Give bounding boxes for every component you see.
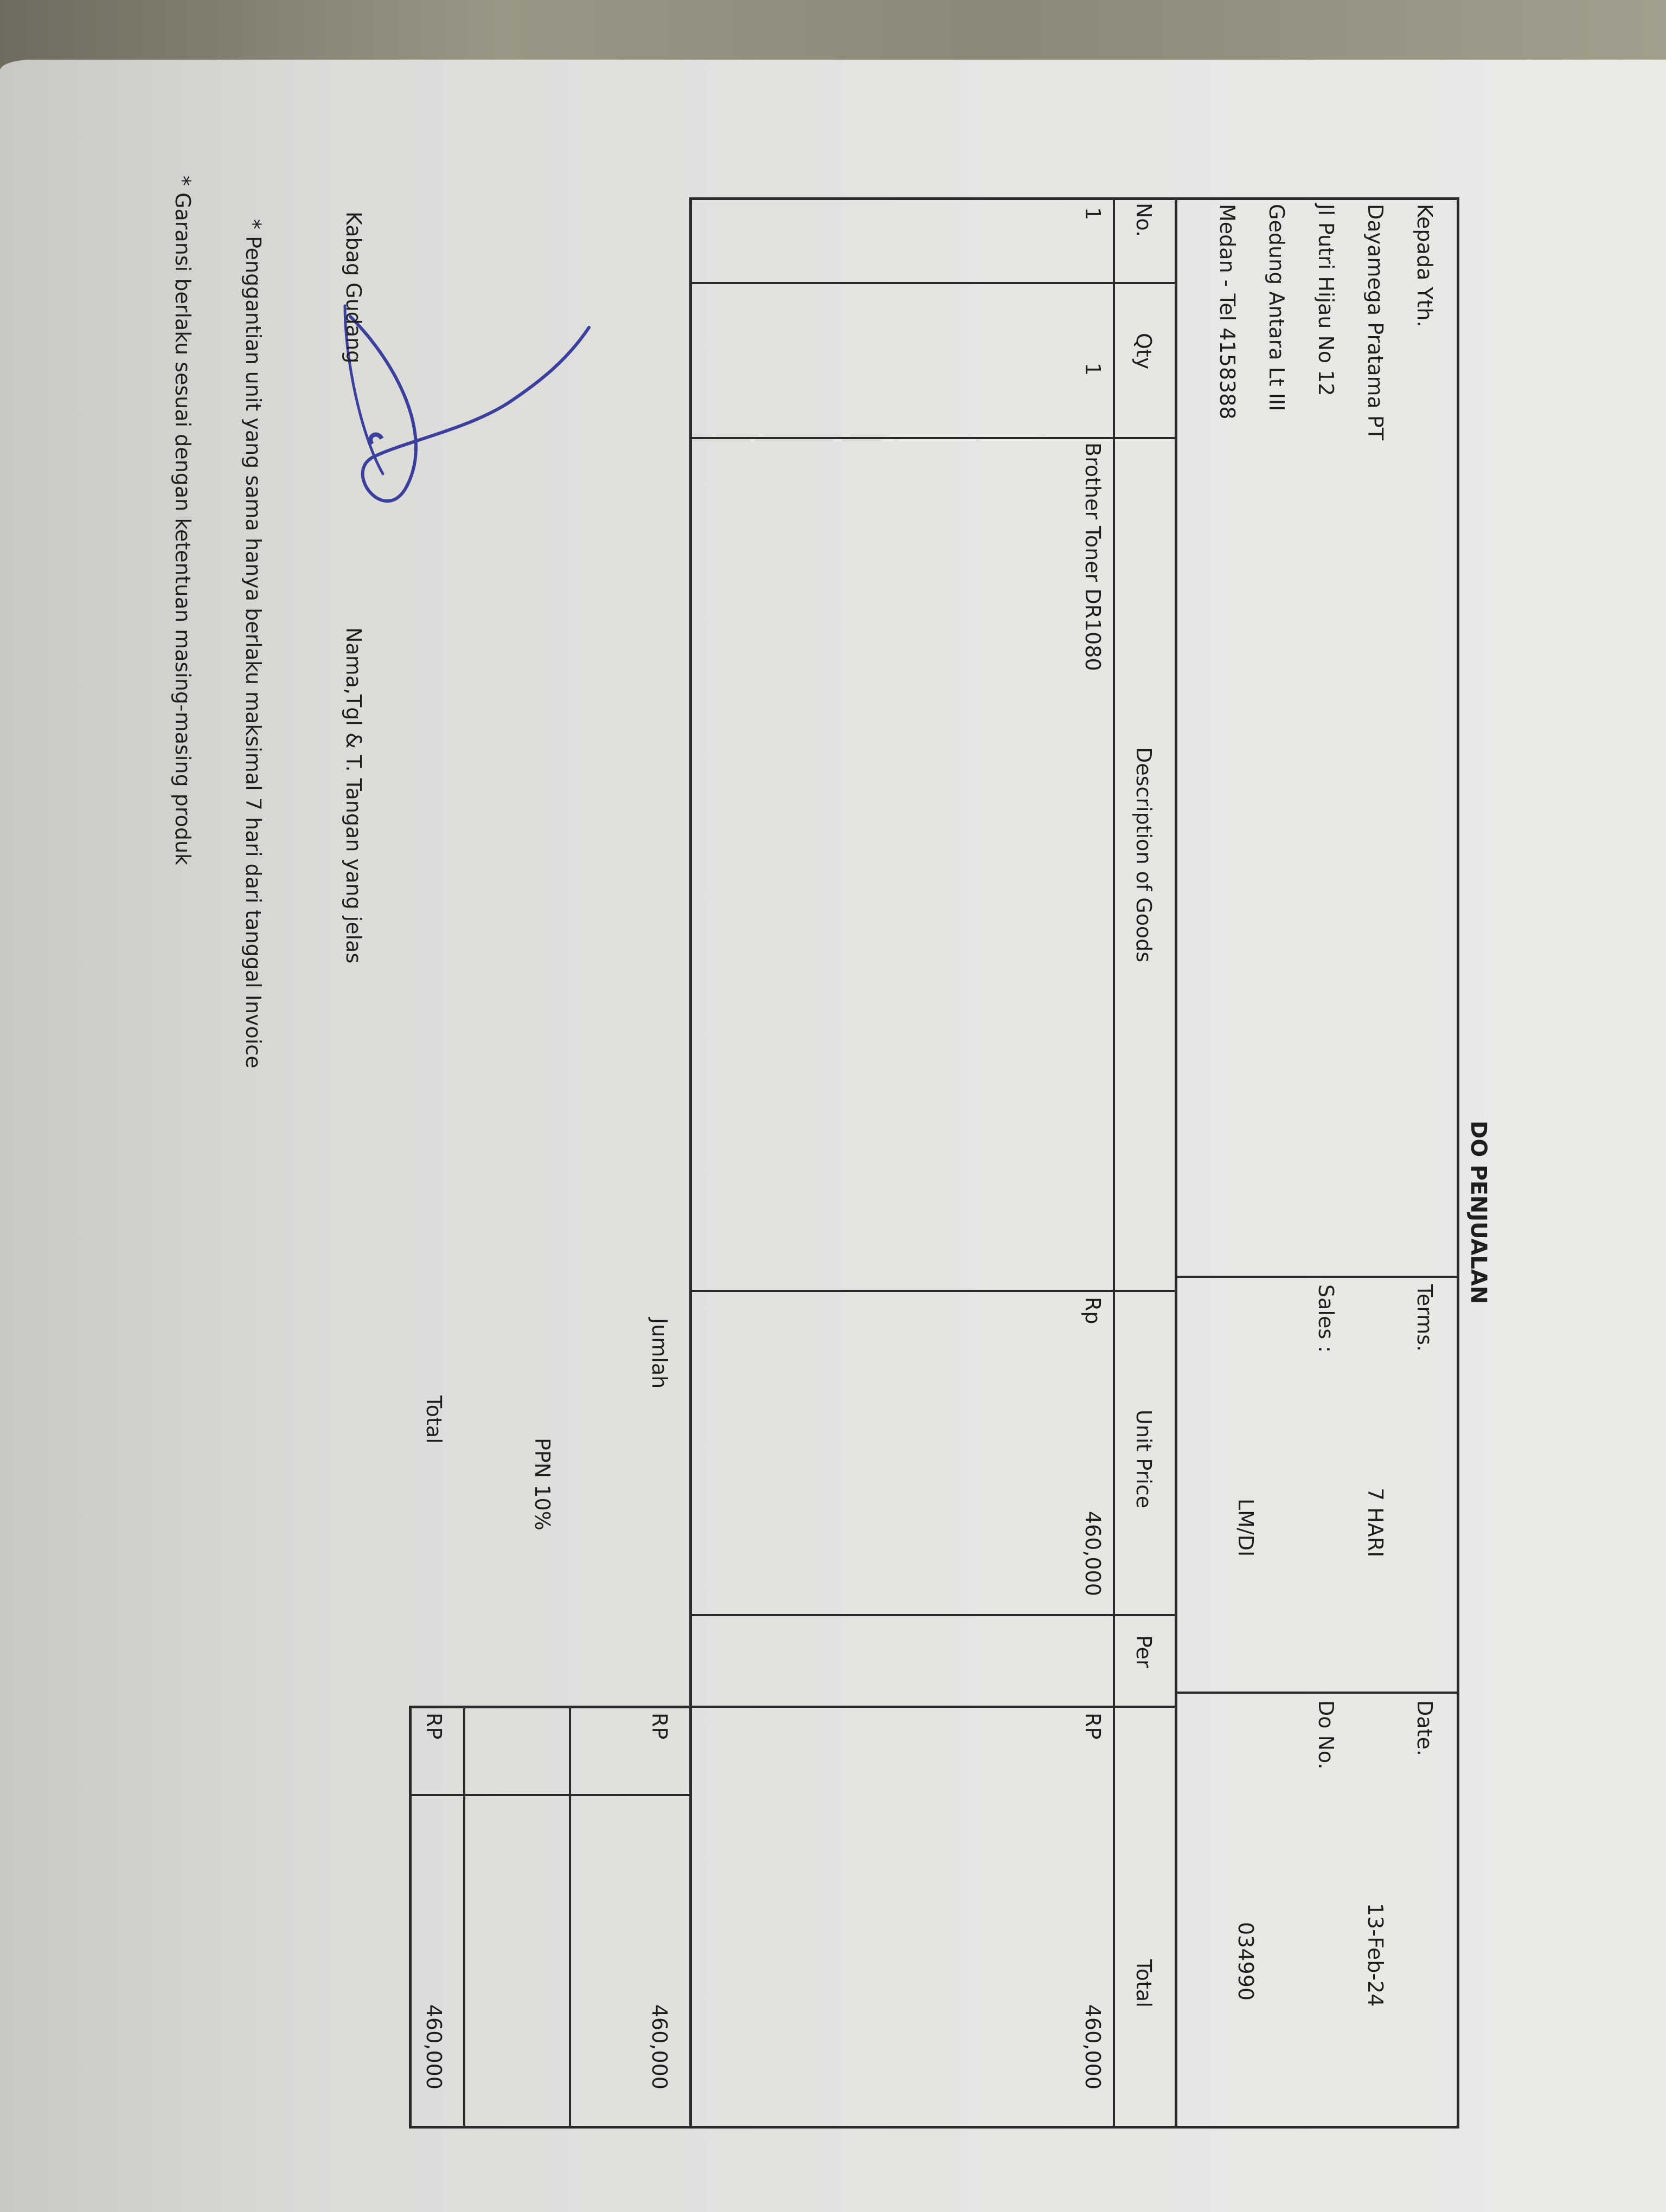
column-divider xyxy=(689,1290,1177,1292)
column-divider xyxy=(689,282,1177,284)
paper-sheet xyxy=(0,60,1666,2212)
header-no: No. xyxy=(1132,203,1156,237)
delivery-order-document: DO PENJUALAN Kepada Yth. Dayamega Pratam… xyxy=(139,176,1495,2129)
recipient-line: Gedung Antara Lt III xyxy=(1265,204,1289,411)
header-row-divider xyxy=(1113,197,1115,2129)
header-description: Description of Goods xyxy=(1132,747,1156,963)
terms-label: Terms. xyxy=(1413,1284,1437,1352)
recipient-line: Dayamega Pratama PT xyxy=(1363,204,1387,441)
summary-divider xyxy=(463,1706,465,2129)
note-replacement: * Penggantian unit yang sama hanya berla… xyxy=(241,219,265,1069)
ppn-label: PPN 10% xyxy=(530,1438,554,1531)
handwritten-signature xyxy=(343,304,591,503)
total-label: Total xyxy=(422,1396,446,1444)
summary-divider xyxy=(409,1794,692,1796)
row-total-currency: RP xyxy=(1081,1713,1105,1740)
row-description: Brother Toner DR1080 xyxy=(1081,442,1105,671)
do-no-value: 034990 xyxy=(1234,1922,1258,2001)
recipient-line: Jl Putri Hijau No 12 xyxy=(1314,204,1338,396)
total-value: 460,000 xyxy=(422,2004,446,2089)
row-no: 1 xyxy=(1081,207,1105,221)
terms-value: 7 HARI xyxy=(1363,1488,1387,1558)
document-title: DO PENJUALAN xyxy=(1466,1121,1491,1304)
recipient-line: Medan - Tel 4158388 xyxy=(1215,204,1239,420)
row-total: 460,000 xyxy=(1081,2004,1105,2089)
divider xyxy=(1175,1692,1459,1694)
date-value: 13-Feb-24 xyxy=(1363,1903,1387,2007)
signature-instruction: Nama,Tgl & T. Tangan yang jelas xyxy=(342,627,366,964)
header-box xyxy=(1175,197,1459,2129)
date-label: Date. xyxy=(1413,1700,1437,1756)
jumlah-label: Jumlah xyxy=(648,1318,671,1389)
column-divider xyxy=(689,1614,1177,1616)
do-no-label: Do No. xyxy=(1314,1700,1338,1770)
jumlah-currency: RP xyxy=(648,1713,671,1740)
header-per: Per xyxy=(1132,1635,1156,1668)
header-qty: Qty xyxy=(1132,333,1156,370)
recipient-label: Kepada Yth. xyxy=(1413,204,1437,327)
total-currency: RP xyxy=(422,1713,446,1740)
divider xyxy=(1175,1276,1459,1278)
row-unit-price: 460,000 xyxy=(1081,1510,1105,1596)
row-qty: 1 xyxy=(1081,363,1105,376)
header-unit-price: Unit Price xyxy=(1132,1410,1156,1509)
signature-role: Kabag Gudang xyxy=(342,211,366,364)
sales-label: Sales : xyxy=(1314,1284,1338,1353)
sales-value: LM/DI xyxy=(1234,1499,1258,1557)
row-price-currency: Rp xyxy=(1081,1297,1105,1324)
column-divider xyxy=(689,437,1177,439)
column-divider xyxy=(689,1706,1177,1708)
summary-divider xyxy=(569,1706,571,2129)
note-warranty: * Garansi berlaku sesuai dengan ketentua… xyxy=(171,176,195,866)
header-total: Total xyxy=(1132,1959,1156,2008)
jumlah-value: 460,000 xyxy=(648,2004,671,2089)
